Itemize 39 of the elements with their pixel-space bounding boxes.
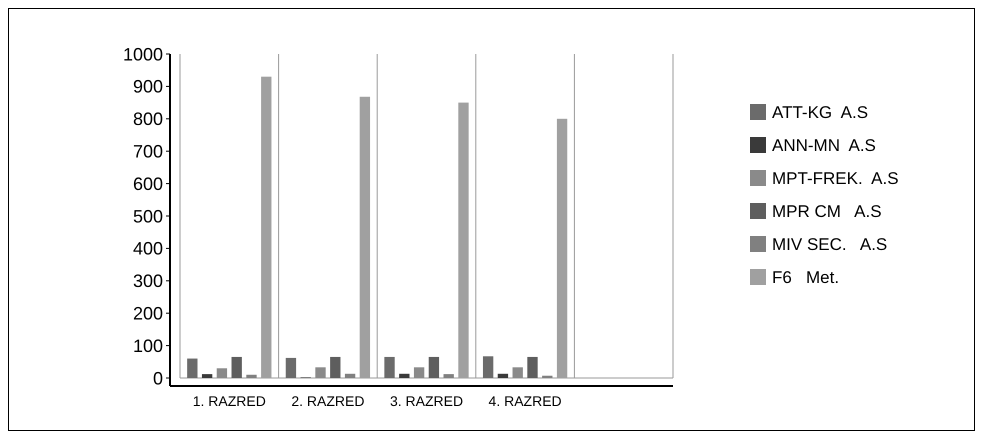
legend-label: MPT-FREK. A.S [772,168,899,188]
legend-label: F6 Met. [772,268,840,287]
bar [216,368,228,378]
x-tick-label: 3. RAZRED [390,393,464,409]
bar [286,358,296,378]
bar [315,367,326,378]
bar [444,374,454,378]
legend-label: ANN-MN A.S [772,136,876,155]
y-tick-label: 600 [132,174,163,194]
bar [202,374,212,378]
y-tick-label: 500 [132,206,163,226]
y-tick-label: 300 [132,271,163,292]
legend-label: MPR CM A.S [772,202,882,221]
bar [344,374,356,378]
x-tick-label: 2. RAZRED [291,393,364,409]
bar [498,374,508,378]
bar [384,356,395,378]
bar [246,374,257,378]
bar [232,356,242,378]
y-tick-label: 200 [132,304,163,324]
bar [482,356,494,378]
y-tick-label: 100 [132,336,163,356]
bar [399,374,410,378]
legend-label: ATT-KG A.S [772,102,868,122]
y-tick-label: 900 [132,76,163,97]
bar [428,356,440,378]
bar [512,367,523,378]
bar [330,356,340,378]
x-tick-label: 1. RAZRED [192,393,266,409]
y-tick-label: 400 [132,238,163,259]
bar [527,356,538,378]
bar [187,358,198,378]
legend-label: MIV SEC. A.S [772,234,888,254]
y-tick-label: 800 [132,109,163,130]
y-tick-label: 0 [152,368,163,388]
y-tick-label: 1000 [122,44,163,64]
x-tick-label: 4. RAZRED [488,393,562,409]
bar [414,367,424,378]
y-tick-label: 700 [132,142,163,162]
